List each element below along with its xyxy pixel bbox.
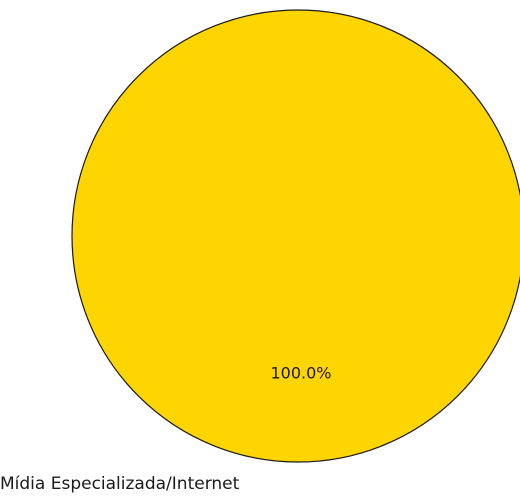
slice-category-label: Mídia Especializada/Internet — [0, 474, 240, 494]
pie-slice — [71, 9, 520, 463]
pie-slices — [71, 9, 520, 463]
slice-percent-label: 100.0% — [270, 364, 331, 383]
